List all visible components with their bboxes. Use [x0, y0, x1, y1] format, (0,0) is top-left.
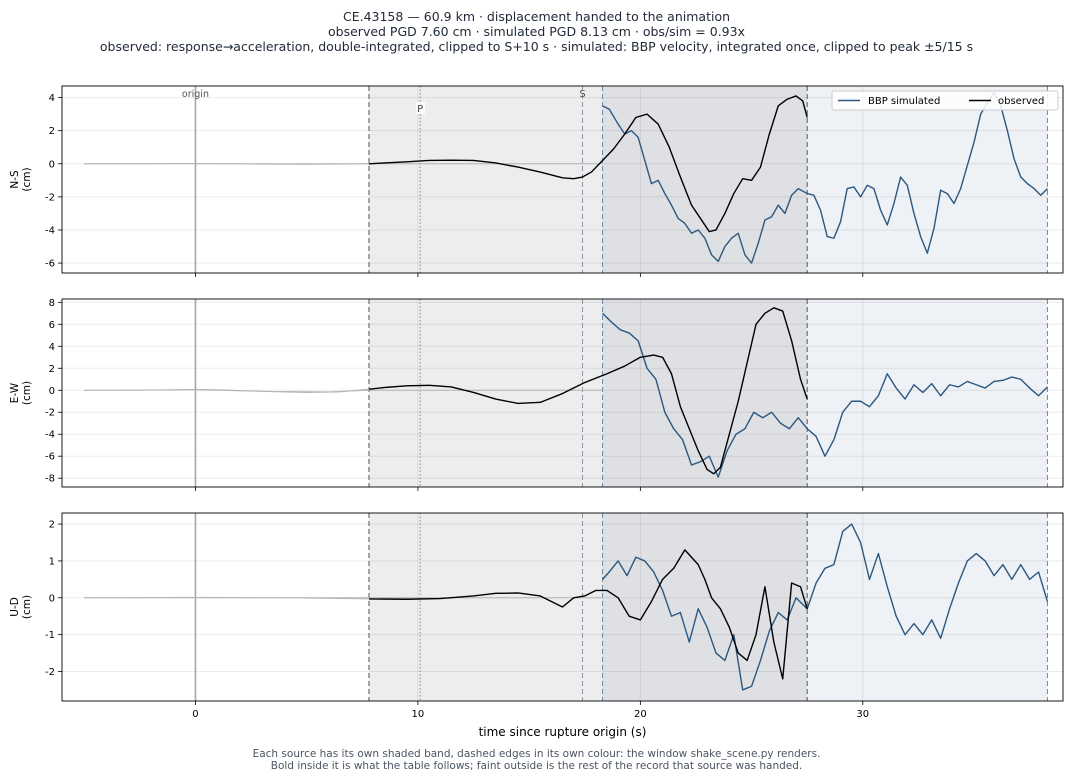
x-axis-label: time since rupture origin (s) — [479, 725, 647, 739]
y-tick-label: -2 — [45, 192, 55, 203]
y-axis-label-line: (cm) — [21, 595, 33, 619]
x-tick-label: 20 — [634, 709, 647, 720]
panel-frame — [61, 512, 1064, 702]
y-tick-label: 1 — [49, 556, 55, 567]
panel-1: -6 -4 -2 0 2 4 N-S (cm) origin P S BBP simulated obs… — [9, 85, 1064, 277]
title-line-1: CE.43158 — 60.9 km · displacement handed… — [342, 9, 731, 24]
y-axis-label: E-W (cm) — [9, 381, 33, 405]
y-tick-label: -2 — [45, 667, 55, 678]
observed-faint-line — [84, 596, 369, 600]
title-line-3: observed: response→acceleration, double-… — [99, 39, 974, 54]
y-tick-label: -8 — [45, 474, 55, 485]
y-tick-label: 0 — [49, 593, 55, 604]
y-tick-label: 2 — [49, 126, 55, 137]
legend-label-observed: observed — [998, 96, 1044, 107]
y-tick-label: 2 — [49, 520, 55, 531]
x-tick-label: 0 — [192, 709, 198, 720]
p-arrival-label: P — [417, 104, 423, 115]
simulated-series-line — [602, 91, 1048, 264]
y-tick-label: -2 — [45, 408, 55, 419]
chart-footer: Each source has its own shaded band, das… — [0, 748, 1073, 772]
y-tick-label: 4 — [49, 342, 55, 353]
y-axis-label-line: N-S — [9, 170, 21, 189]
y-tick-label: -4 — [45, 225, 55, 236]
y-tick-label: 8 — [49, 298, 55, 309]
y-axis-label-line: (cm) — [21, 167, 33, 191]
p-label-bg — [416, 102, 426, 114]
x-tick-label: 10 — [412, 709, 425, 720]
panel-frame — [61, 85, 1064, 274]
panel-2: -8 -6 -4 -2 0 2 4 6 8 E-W (cm) — [9, 298, 1064, 491]
observed-series-line — [368, 307, 808, 475]
observed-series-line — [368, 95, 808, 233]
y-axis-label: N-S (cm) — [9, 167, 33, 191]
title-line-2: observed PGD 7.60 cm · simulated PGD 8.1… — [328, 24, 745, 39]
legend: BBP simulated observed — [831, 90, 1059, 111]
overlap-window-band — [602, 513, 808, 701]
simulated-series-line — [602, 523, 1049, 691]
observed-series-line — [368, 549, 808, 680]
y-tick-label: -1 — [45, 630, 55, 641]
y-tick-label: 0 — [49, 386, 55, 397]
y-tick-label: -6 — [45, 452, 55, 463]
footer-line-1: Each source has its own shaded band, das… — [252, 748, 821, 760]
legend-box — [831, 90, 1059, 111]
panel-frame — [61, 298, 1064, 488]
x-tick-label: 30 — [856, 709, 869, 720]
y-tick-label: 0 — [49, 159, 55, 170]
overlap-window-band — [602, 299, 808, 487]
chart-title: CE.43158 — 60.9 km · displacement handed… — [0, 9, 1073, 54]
origin-marker-label: origin — [182, 89, 209, 100]
y-tick-label: -6 — [45, 259, 55, 270]
y-axis-label-line: (cm) — [21, 381, 33, 405]
y-axis-label: U-D (cm) — [9, 595, 33, 619]
observed-faint-line — [84, 388, 370, 393]
y-tick-label: 4 — [49, 93, 55, 104]
footer-line-2: Bold inside it is what the table follows… — [270, 760, 803, 772]
y-tick-label: 2 — [49, 364, 55, 375]
y-tick-label: -4 — [45, 430, 55, 441]
s-arrival-label: S — [579, 89, 585, 100]
y-axis-label-line: U-D — [9, 597, 21, 617]
overlap-window-band — [602, 86, 808, 273]
legend-label-simulated: BBP simulated — [868, 96, 940, 107]
observed-faint-line — [84, 162, 369, 165]
y-tick-label: 6 — [49, 320, 55, 331]
simulated-series-line — [602, 312, 1048, 478]
y-axis-label-line: E-W — [9, 382, 21, 403]
